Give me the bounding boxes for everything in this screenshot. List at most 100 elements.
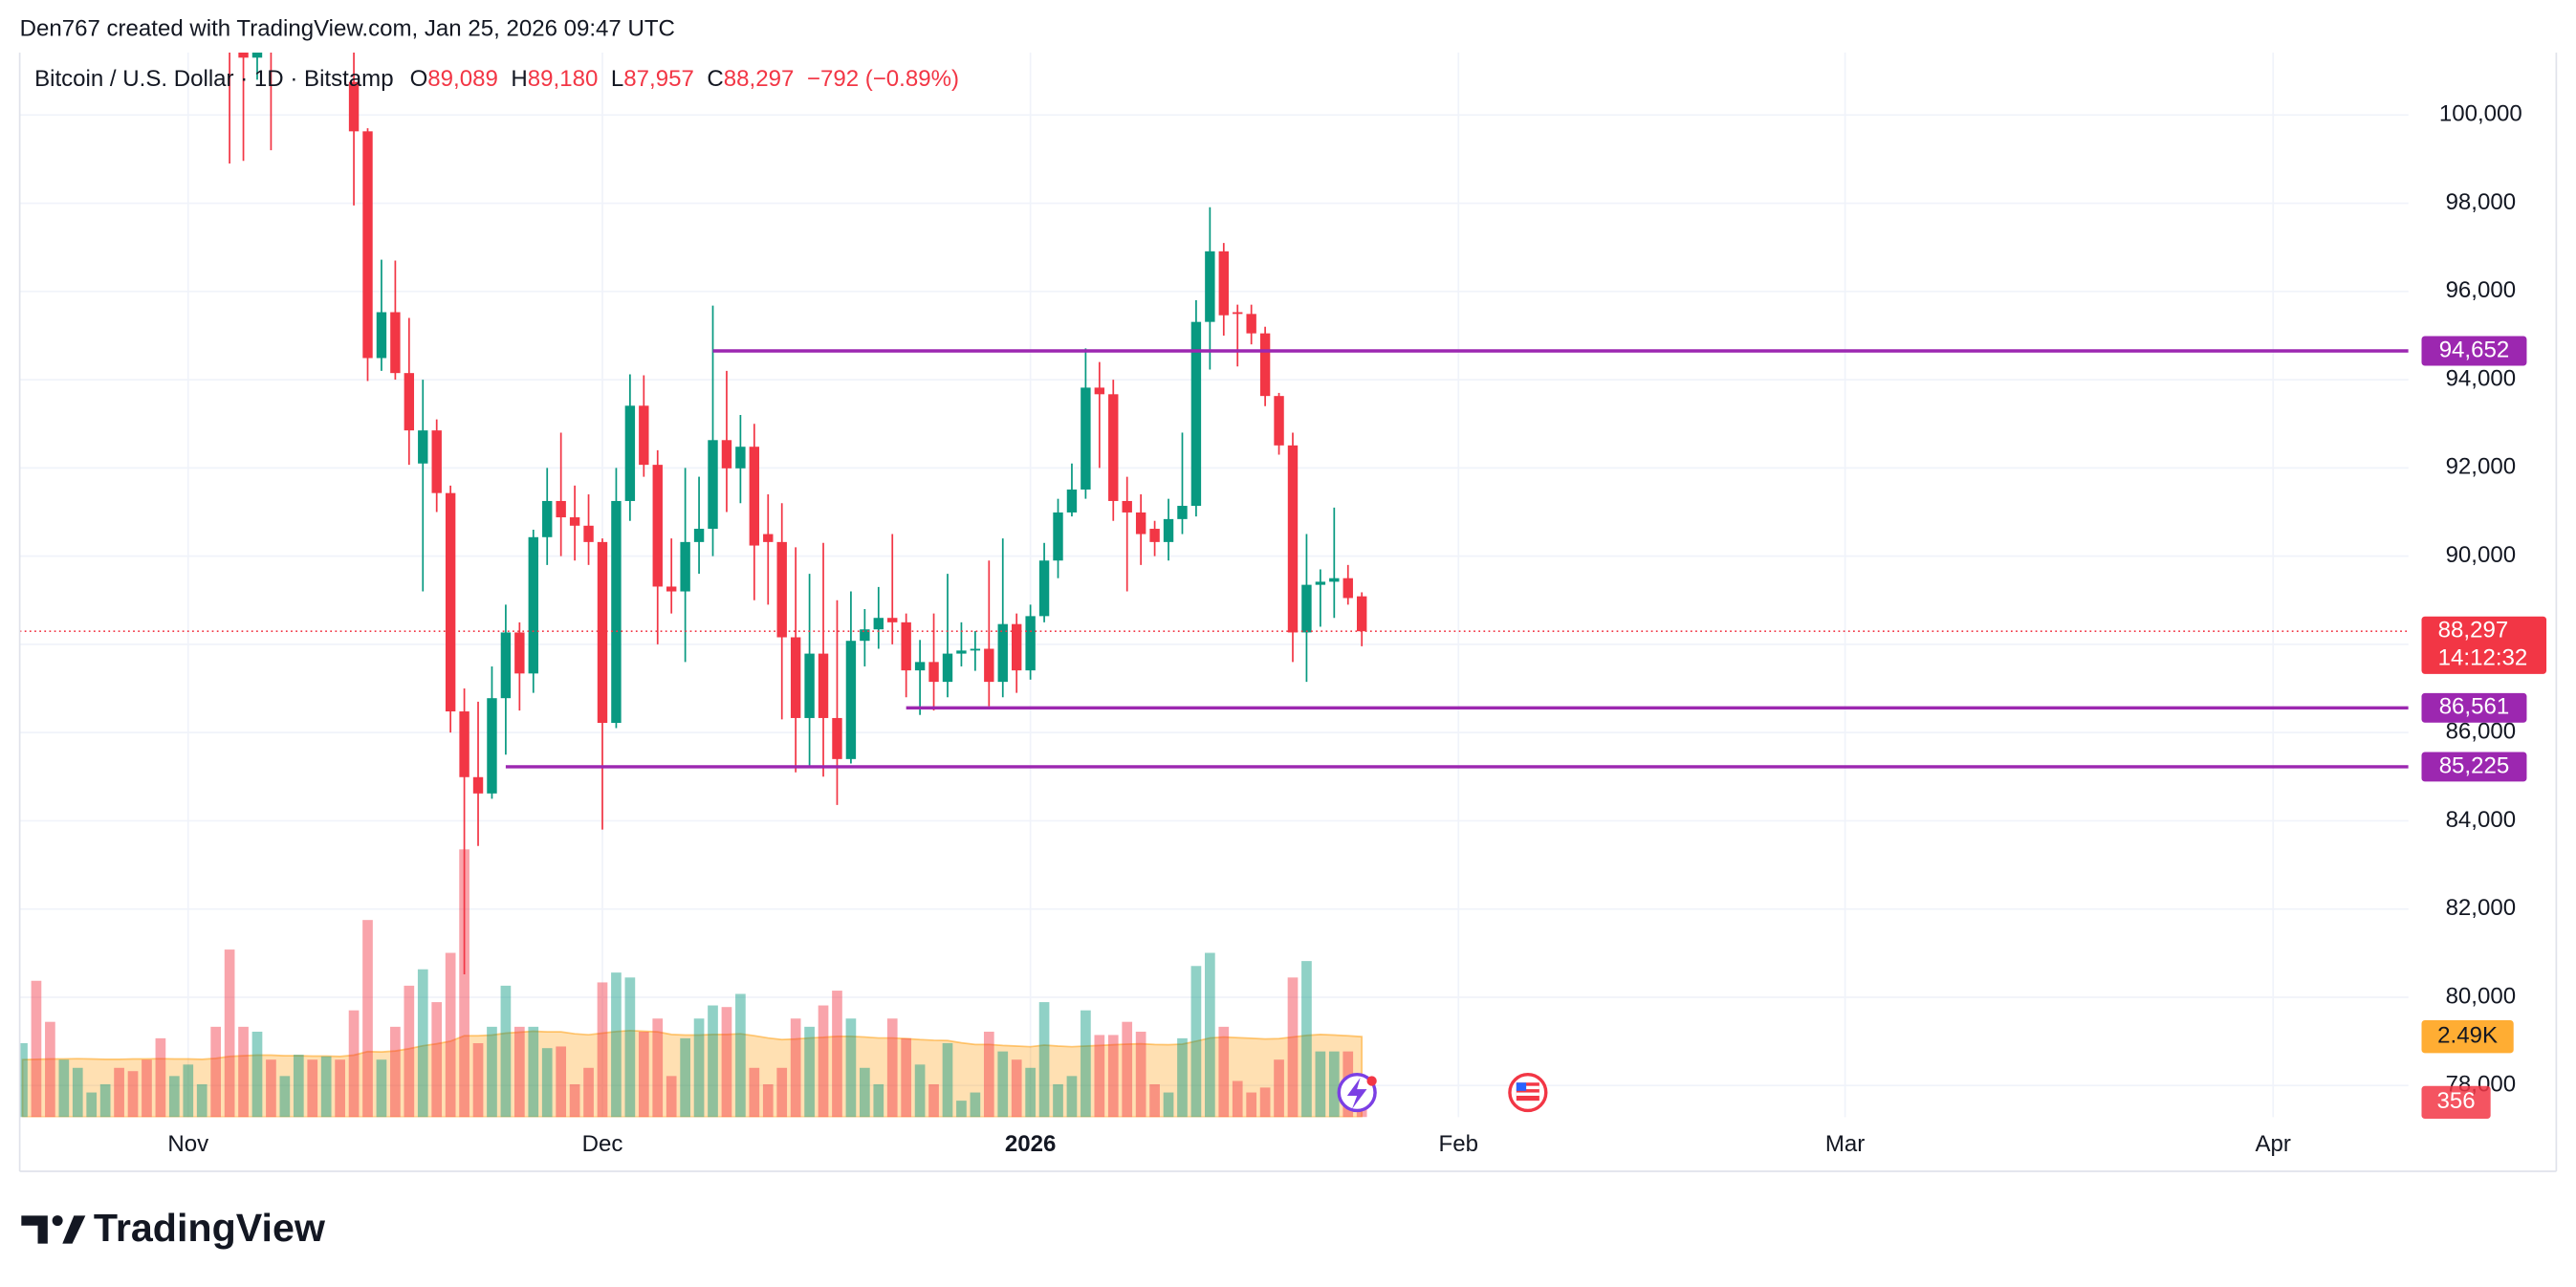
volume-bar [1163, 1092, 1174, 1118]
volume-bar [376, 1059, 387, 1118]
y-tick-label: 82,000 [2446, 895, 2517, 921]
volume-bar [266, 1059, 276, 1118]
candle-body [970, 648, 981, 651]
candle-body [1149, 529, 1160, 542]
volume-bar [155, 1037, 166, 1118]
volume-ma-label-bg [2421, 1020, 2514, 1054]
volume-bar [1122, 1021, 1133, 1118]
candle-body [1038, 560, 1050, 617]
volume-bar [886, 1018, 898, 1118]
candle-body [1190, 321, 1202, 507]
volume-bar [1218, 1026, 1230, 1118]
volume-bar [1025, 1067, 1036, 1118]
candle-body [708, 440, 718, 530]
candle-body [1287, 445, 1299, 633]
volume-bar [873, 1083, 884, 1118]
volume-bar [404, 985, 415, 1118]
volume-bar [238, 1026, 249, 1118]
volume-bar [1107, 1035, 1119, 1118]
event-icon[interactable] [1508, 1072, 1548, 1113]
volume-bar [942, 1043, 953, 1118]
volume-bar [735, 993, 746, 1118]
symbol: Bitcoin / U.S. Dollar · 1D · Bitstamp [34, 67, 394, 93]
volume-bar [114, 1067, 124, 1118]
change: −792 (−0.89%) [807, 67, 959, 93]
volume-bar [1301, 961, 1312, 1118]
volume-bar [997, 1051, 1009, 1118]
volume-bar [1328, 1051, 1340, 1118]
candle-body [1218, 251, 1229, 316]
volume-bar [1053, 1083, 1063, 1118]
volume-bar [901, 1037, 912, 1118]
last-price-label: 88,297 [2438, 618, 2509, 644]
volume-bar [127, 1071, 139, 1118]
y-tick-label: 90,000 [2446, 542, 2517, 568]
level-label-bg [2421, 692, 2527, 723]
candle-body [597, 541, 608, 724]
volume-bar [45, 1021, 55, 1118]
volume-bar [362, 920, 373, 1118]
volume-bar [652, 1018, 664, 1118]
volume-bar [459, 849, 469, 1118]
candle-body [860, 629, 870, 642]
ohlc-key: C [707, 67, 723, 93]
volume-bar [307, 1059, 318, 1118]
candle-body [1301, 584, 1312, 633]
x-tick-label: Nov [167, 1131, 208, 1157]
candle-body [1274, 396, 1284, 446]
candle-body [804, 653, 815, 718]
candle-body [1343, 578, 1353, 599]
volume-bar [1315, 1051, 1326, 1118]
level-label: 94,652 [2439, 337, 2510, 362]
volume-bar [196, 1083, 207, 1118]
candle-body [445, 492, 456, 712]
candle-body [1329, 578, 1340, 582]
volume-bar [624, 977, 636, 1118]
volume-bar [832, 991, 842, 1118]
candle-body [472, 776, 484, 794]
volume-bar [597, 982, 608, 1118]
volume-bar [348, 1010, 360, 1118]
volume-bar [928, 1083, 939, 1118]
volume-bar [487, 1026, 497, 1118]
level-label-bg [2421, 752, 2527, 782]
candle-body [431, 430, 442, 493]
candle-body [1315, 581, 1326, 585]
candle-body [418, 430, 428, 464]
candle-body [238, 52, 249, 58]
volume-bar [845, 1018, 857, 1118]
candle-body [776, 541, 787, 638]
volume-bar [224, 949, 235, 1118]
last-price-bg [2421, 616, 2547, 674]
candle-body [721, 440, 732, 469]
candle-body [376, 312, 387, 359]
volume-bar [804, 1026, 815, 1118]
volume-bar [914, 1064, 926, 1118]
candle-body [1081, 387, 1091, 490]
candle-body [763, 534, 774, 542]
volume-bar [183, 1064, 194, 1118]
volume-bar [638, 1031, 649, 1118]
candle-body [845, 641, 857, 759]
volume-bar [514, 1026, 525, 1118]
candle-body [1233, 312, 1243, 315]
candle-body [1135, 512, 1146, 534]
candle-body [1205, 251, 1215, 322]
candle-body [1177, 506, 1188, 519]
candle-body [1011, 623, 1022, 671]
volume-bar [1149, 1083, 1160, 1118]
candle-body [680, 541, 690, 592]
ideas-icon[interactable] [1337, 1072, 1377, 1113]
axes: 78,00080,00082,00084,00086,00088,00090,0… [167, 101, 2547, 1157]
volume-bar [721, 1007, 732, 1118]
volume-bar [1038, 1002, 1050, 1118]
candle-body [997, 623, 1008, 683]
y-tick-label: 100,000 [2439, 101, 2522, 127]
candle-body [984, 648, 994, 683]
volume-bar [251, 1031, 263, 1118]
x-tick-label: Feb [1439, 1131, 1478, 1157]
level-label-bg [2421, 336, 2527, 366]
volume-ma-label: 2.49K [2437, 1023, 2498, 1049]
candle-body [348, 81, 360, 132]
